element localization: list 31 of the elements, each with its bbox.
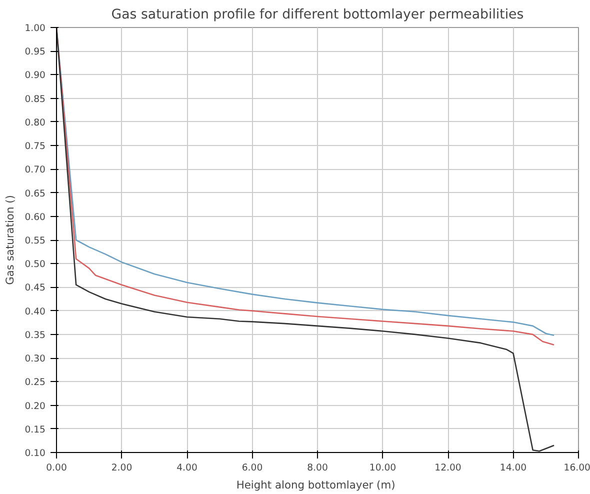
y-tick-label: 0.60: [24, 212, 46, 223]
y-tick-label: 0.75: [24, 141, 46, 152]
y-tick-label: 0.55: [24, 236, 46, 246]
x-tick-label: 2.00: [111, 462, 132, 474]
x-tick-label: 6.00: [242, 462, 263, 474]
y-tick-label: 0.80: [24, 117, 46, 128]
y-tick-label: 0.45: [24, 282, 46, 294]
x-tick-label: 12.00: [434, 462, 462, 474]
y-tick-label: 0.35: [24, 330, 46, 341]
y-tick-label: 0.40: [24, 306, 46, 318]
y-axis-title: Gas saturation (): [4, 195, 17, 285]
x-tick-label: 8.00: [307, 462, 328, 474]
x-tick-label: 16.00: [564, 462, 590, 474]
y-tick-label: 0.15: [24, 424, 46, 436]
x-tick-label: 0.00: [46, 462, 67, 474]
y-tick-label: 0.50: [24, 259, 46, 270]
x-tick-label: 10.00: [369, 462, 396, 474]
y-tick-label: 0.70: [24, 164, 46, 176]
y-tick-label: 0.95: [24, 46, 46, 58]
y-tick-label: 0.30: [24, 354, 46, 365]
y-tick-label: 0.10: [24, 448, 46, 459]
x-tick-label: 4.00: [176, 462, 198, 474]
y-tick-label: 0.20: [24, 400, 46, 412]
y-tick-label: 0.25: [24, 377, 46, 388]
x-axis-title: Height along bottomlayer (m): [236, 478, 396, 492]
y-tick-label: 0.65: [24, 188, 46, 200]
chart-title: Gas saturation profile for different bottomlayer permeabilities: [111, 8, 524, 22]
x-tick-label: 14.00: [500, 462, 527, 474]
y-tick-label: 1.00: [24, 23, 46, 34]
y-tick-label: 0.90: [24, 70, 46, 82]
y-tick-label: 0.85: [24, 94, 46, 105]
